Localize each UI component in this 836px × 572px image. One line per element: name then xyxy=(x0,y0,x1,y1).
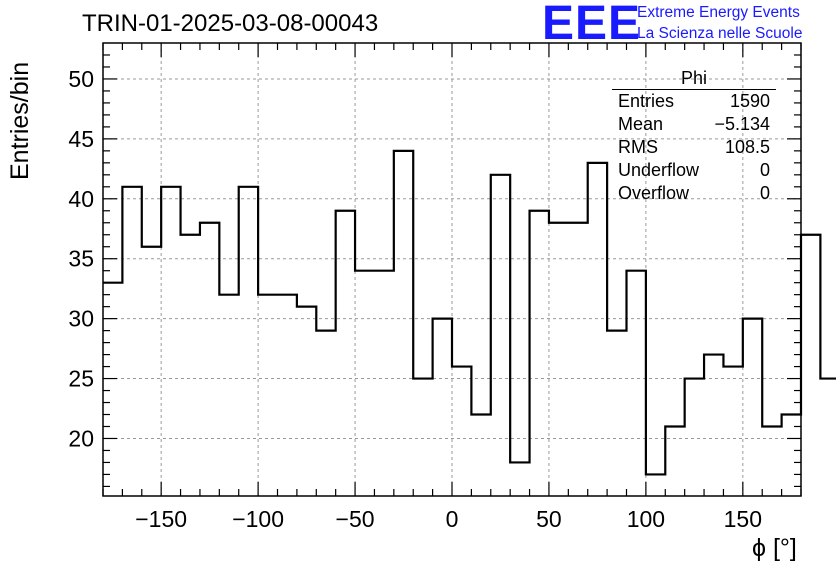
logo-line-1: Extreme Energy Events xyxy=(637,4,800,21)
histogram-bin xyxy=(685,379,704,496)
x-tick-label: 150 xyxy=(724,506,762,532)
y-tick-label: 20 xyxy=(68,425,94,451)
histogram-bin xyxy=(743,319,762,496)
y-tick-label: 25 xyxy=(68,366,94,392)
histogram-bin xyxy=(258,295,277,496)
histogram-bin xyxy=(297,307,316,496)
histogram-bin xyxy=(665,426,684,496)
stats-label: Entries xyxy=(618,91,675,111)
histogram-bin xyxy=(355,271,374,496)
stats-value: 108.5 xyxy=(724,137,770,157)
histogram-bin xyxy=(200,223,219,496)
histogram-bin xyxy=(491,175,510,496)
stats-label: Underflow xyxy=(618,160,700,180)
stats-row-entries: Entries 1590 xyxy=(612,90,776,113)
histogram-bin xyxy=(607,331,626,496)
histogram-bin xyxy=(762,426,781,496)
histogram-bin xyxy=(103,283,122,496)
histogram-bin xyxy=(433,319,452,496)
histogram-bin xyxy=(452,367,471,496)
histogram-bin xyxy=(820,379,836,496)
y-tick-label: 40 xyxy=(68,186,94,212)
x-tick-label: 50 xyxy=(536,506,562,532)
y-tick-label: 50 xyxy=(68,66,94,92)
histogram-bin xyxy=(646,474,665,496)
x-tick-label: 100 xyxy=(627,506,665,532)
histogram-bin xyxy=(627,271,646,496)
y-tick-label: 30 xyxy=(68,306,94,332)
stats-label: Overflow xyxy=(618,183,690,203)
histogram-bin xyxy=(122,187,141,496)
x-tick-label: −50 xyxy=(336,506,375,532)
histogram-bin xyxy=(219,295,238,496)
x-tick-label: −100 xyxy=(232,506,284,532)
histogram-bin xyxy=(413,379,432,496)
y-tick-label: 35 xyxy=(68,246,94,272)
histogram-bin xyxy=(723,367,742,496)
stats-box-title: Phi xyxy=(612,68,776,90)
histogram-bin xyxy=(316,331,335,496)
histogram-bin xyxy=(588,163,607,496)
stats-box: Phi Entries 1590 Mean −5.134 RMS 108.5 Unde… xyxy=(612,68,776,205)
stats-row-rms: RMS 108.5 xyxy=(612,136,776,159)
histogram-bin xyxy=(374,271,393,496)
histogram-bin xyxy=(510,462,529,496)
histogram-bin xyxy=(568,223,587,496)
x-axis-label: ϕ [°] xyxy=(752,534,797,562)
stats-label: Mean xyxy=(618,114,664,134)
histogram-bin xyxy=(394,151,413,496)
y-tick-label: 45 xyxy=(68,126,94,152)
histogram-bin xyxy=(239,187,258,496)
x-tick-label: 0 xyxy=(446,506,459,532)
histogram-bin xyxy=(181,235,200,496)
plot-frame xyxy=(102,42,802,497)
histogram-bin xyxy=(161,187,180,496)
stats-value: 0 xyxy=(759,183,770,203)
stats-row-underflow: Underflow 0 xyxy=(612,159,776,182)
histogram-bin xyxy=(530,211,549,496)
histogram-bin xyxy=(782,415,801,496)
stats-row-mean: Mean −5.134 xyxy=(612,113,776,136)
histogram-bin xyxy=(471,415,490,496)
eee-logo: EEE xyxy=(542,0,642,50)
logo-line-2: La Scienza nelle Scuole xyxy=(637,25,803,42)
chart-title: TRIN-01-2025-03-08-00043 xyxy=(82,10,379,37)
histogram-bin xyxy=(336,211,355,496)
histogram-series xyxy=(103,149,836,476)
stats-value: 0 xyxy=(759,160,770,180)
histogram-bin xyxy=(801,235,820,496)
stats-label: RMS xyxy=(618,137,658,157)
histogram-bin xyxy=(278,295,297,496)
stats-value: −5.134 xyxy=(714,114,770,134)
histogram-bin xyxy=(549,223,568,496)
x-tick-label: −150 xyxy=(135,506,187,532)
histogram-bin xyxy=(704,355,723,496)
y-axis-label: Entries/bin xyxy=(6,61,34,180)
stats-value: 1590 xyxy=(729,91,770,111)
histogram-bin xyxy=(142,247,161,496)
stats-row-overflow: Overflow 0 xyxy=(612,182,776,205)
